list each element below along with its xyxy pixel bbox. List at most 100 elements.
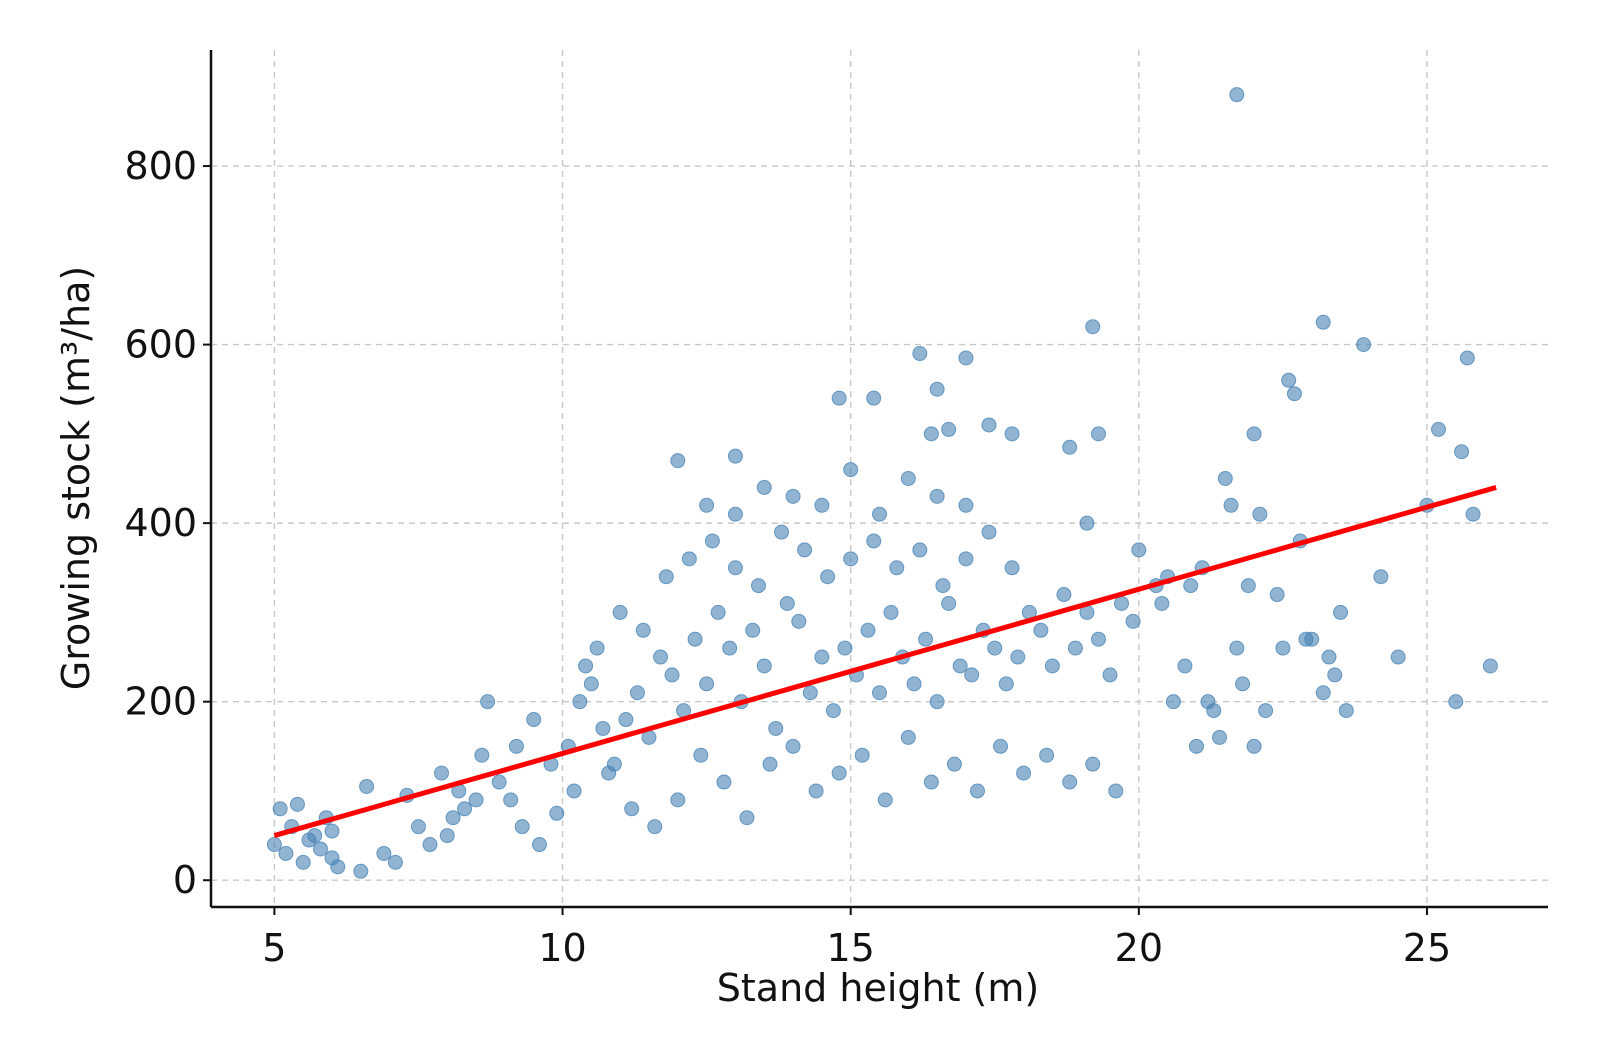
data-point <box>1223 497 1239 513</box>
data-point <box>1482 658 1498 674</box>
data-point <box>359 778 375 794</box>
data-point <box>739 810 755 826</box>
data-point <box>422 837 438 853</box>
data-point <box>1067 640 1083 656</box>
grid <box>211 50 1548 907</box>
data-point <box>785 488 801 504</box>
data-point <box>1188 738 1204 754</box>
data-point <box>1085 756 1101 772</box>
data-point <box>993 738 1009 754</box>
data-point <box>774 524 790 540</box>
data-point <box>1258 703 1274 719</box>
data-point <box>266 837 282 853</box>
data-point <box>1131 542 1147 558</box>
data-point <box>578 658 594 674</box>
data-point <box>837 640 853 656</box>
data-point <box>785 738 801 754</box>
data-point <box>964 667 980 683</box>
data-point <box>1044 658 1060 674</box>
data-point <box>376 845 392 861</box>
data-point <box>727 448 743 464</box>
data-point <box>831 390 847 406</box>
data-point <box>612 604 628 620</box>
data-point <box>514 819 530 835</box>
data-point <box>1039 747 1055 763</box>
data-point <box>670 453 686 469</box>
data-point <box>958 551 974 567</box>
data-point <box>1183 578 1199 594</box>
data-point <box>820 569 836 585</box>
data-point <box>866 390 882 406</box>
data-point <box>1056 587 1072 603</box>
data-point <box>681 551 697 567</box>
data-point <box>1252 506 1268 522</box>
regression-line <box>273 485 1497 838</box>
data-point <box>704 533 720 549</box>
data-point <box>1321 649 1337 665</box>
data-point <box>658 569 674 585</box>
x-tick-label: 25 <box>1403 926 1451 970</box>
data-point <box>1246 738 1262 754</box>
y-tick-label: 800 <box>124 144 197 188</box>
data-point <box>958 350 974 366</box>
data-point <box>768 720 784 736</box>
data-point <box>958 497 974 513</box>
data-point <box>664 667 680 683</box>
data-point <box>1004 560 1020 576</box>
data-point <box>946 756 962 772</box>
data-point <box>987 640 1003 656</box>
data-point <box>941 595 957 611</box>
data-point <box>883 604 899 620</box>
data-point <box>831 765 847 781</box>
data-point <box>307 828 323 844</box>
data-point <box>814 649 830 665</box>
data-point <box>1356 337 1372 353</box>
data-point <box>1390 649 1406 665</box>
data-point <box>1108 783 1124 799</box>
data-point <box>508 738 524 754</box>
data-point <box>647 819 663 835</box>
data-point <box>727 560 743 576</box>
data-point <box>457 801 473 817</box>
data-point <box>1206 703 1222 719</box>
data-point <box>1315 685 1331 701</box>
data-point <box>1454 444 1470 460</box>
data-point <box>1298 631 1314 647</box>
data-point <box>1217 471 1233 486</box>
data-point <box>1286 386 1302 402</box>
data-point <box>981 524 997 540</box>
data-point <box>1062 774 1078 790</box>
data-point <box>601 765 617 781</box>
data-point <box>1333 604 1349 620</box>
data-point <box>474 747 490 763</box>
data-point <box>572 694 588 710</box>
data-point <box>1465 506 1481 522</box>
data-point <box>1090 631 1106 647</box>
data-point <box>526 712 542 728</box>
data-point <box>583 676 599 692</box>
data-point <box>918 631 934 647</box>
y-tick-label: 0 <box>173 858 197 902</box>
data-point <box>1165 694 1181 710</box>
axes <box>203 50 1548 915</box>
data-point <box>1085 319 1101 335</box>
data-point <box>877 792 893 808</box>
data-point <box>727 506 743 522</box>
data-point <box>330 859 346 875</box>
data-point <box>1177 658 1193 674</box>
data-point <box>854 747 870 763</box>
data-point <box>1079 515 1095 531</box>
data-point <box>503 792 519 808</box>
data-point <box>756 658 772 674</box>
data-point <box>629 685 645 701</box>
data-point <box>1431 421 1447 437</box>
data-point <box>797 542 813 558</box>
data-point <box>445 810 461 826</box>
data-point <box>1315 314 1331 330</box>
y-tick-label: 600 <box>124 323 197 367</box>
data-point <box>843 551 859 567</box>
data-point <box>693 747 709 763</box>
data-point <box>1010 649 1026 665</box>
data-point <box>1235 676 1251 692</box>
